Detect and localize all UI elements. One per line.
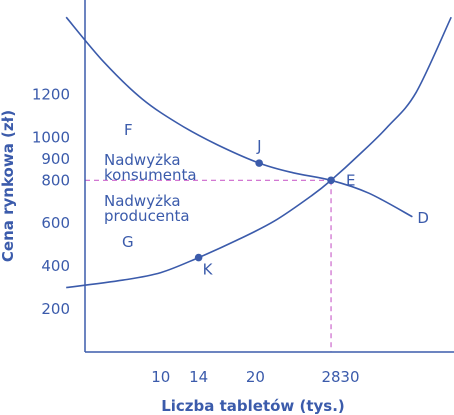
point-label-j: J — [256, 137, 261, 155]
region-label-g: G — [122, 233, 134, 251]
point-label-k: K — [203, 261, 214, 279]
y-tick-label: 400 — [41, 257, 70, 275]
y-tick-label: 600 — [41, 214, 70, 232]
region-label-f: F — [124, 121, 133, 139]
producer-surplus-label-line1: Nadwyżka — [104, 192, 181, 210]
y-tick-label: 1200 — [32, 85, 70, 103]
x-tick-label: 20 — [246, 368, 265, 386]
point-e — [327, 176, 335, 185]
points: J K E — [194, 137, 356, 279]
point-k — [194, 253, 203, 262]
y-tick-label: 200 — [41, 300, 70, 318]
point-j — [255, 159, 263, 167]
curves: SD — [65, 16, 452, 289]
consumer-surplus-label-line2: konsumenta — [104, 166, 197, 184]
y-tick-label: 800 — [41, 171, 70, 189]
x-tick-label: 14 — [189, 368, 208, 386]
curve-s — [66, 16, 452, 289]
curve-label-d: D — [417, 209, 429, 227]
consumer-surplus-label-line1: Nadwyżka — [104, 151, 181, 169]
x-tick-label: 30 — [340, 368, 359, 386]
y-axis-title: Cena rynkowa (zł) — [0, 110, 17, 262]
x-axis-title: Liczba tabletów (tys.) — [161, 397, 345, 415]
x-tick-label: 10 — [151, 368, 170, 386]
x-tick-label: 28 — [321, 368, 340, 386]
equilibrium-guides — [85, 179, 332, 352]
producer-surplus-label-line2: producenta — [104, 207, 190, 225]
y-tick-label: 900 — [41, 150, 70, 168]
curve-d — [65, 16, 413, 218]
point-label-e: E — [346, 171, 355, 189]
y-tick-label: 1000 — [32, 128, 70, 146]
x-tick-labels: 10 14 20 28 30 — [151, 368, 359, 386]
y-tick-labels: 200 400 600 800 900 1000 1200 — [32, 85, 70, 318]
